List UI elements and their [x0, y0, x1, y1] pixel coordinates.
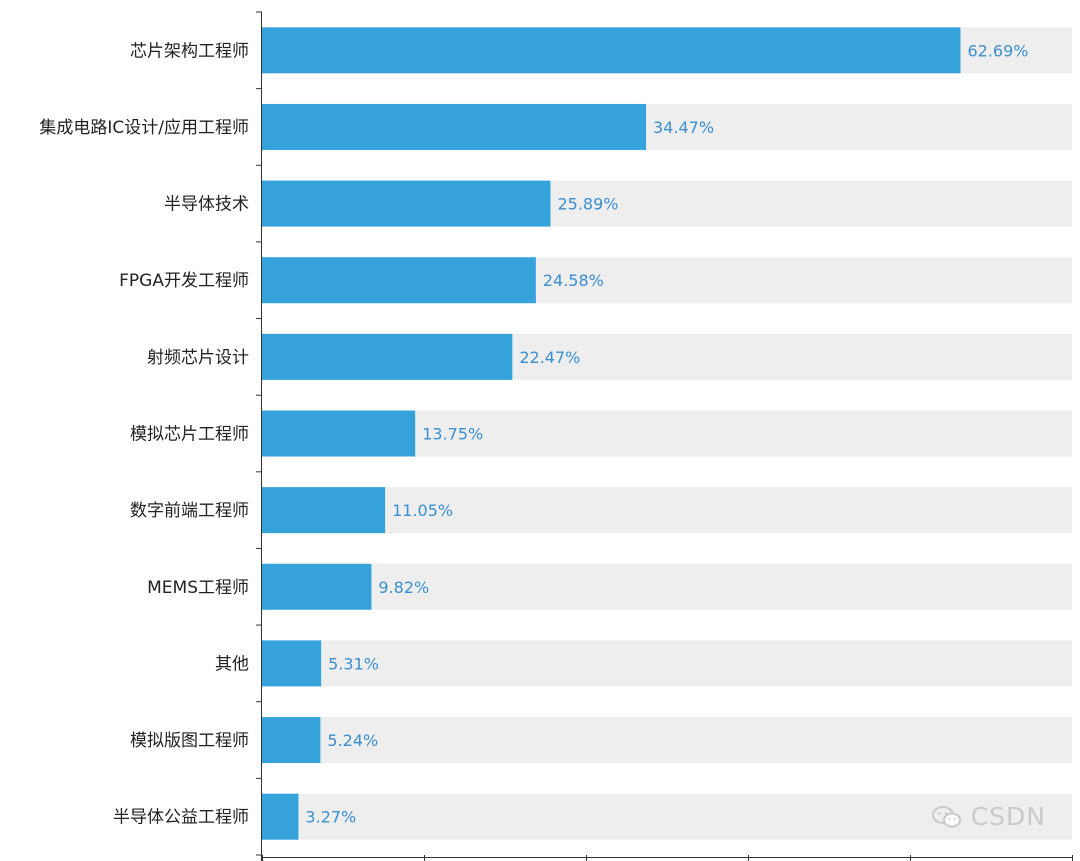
- bar: [262, 103, 647, 150]
- watermark-text: CSDN: [970, 802, 1046, 831]
- bar: [262, 27, 961, 74]
- bar: [262, 793, 299, 840]
- bar: [262, 487, 386, 534]
- data-label: 24.58%: [543, 271, 604, 290]
- category-label: FPGA开发工程师: [119, 271, 249, 291]
- bar: [262, 410, 416, 457]
- data-label: 34.47%: [653, 118, 714, 137]
- data-label: 22.47%: [519, 348, 580, 367]
- data-label: 3.27%: [305, 808, 356, 827]
- data-label: 5.24%: [327, 731, 378, 750]
- category-label: MEMS工程师: [147, 578, 249, 598]
- category-label: 半导体公益工程师: [113, 808, 249, 828]
- wechat-icon: [931, 805, 961, 827]
- category-label: 芯片架构工程师: [130, 41, 249, 61]
- bar: [262, 717, 321, 764]
- category-label: 模拟版图工程师: [130, 731, 249, 751]
- bar: [262, 563, 372, 610]
- category-label: 其他: [215, 654, 249, 674]
- watermark: CSDN: [931, 802, 1046, 831]
- bar-track: [262, 717, 1072, 764]
- data-label: 11.05%: [392, 501, 453, 520]
- data-label: 62.69%: [967, 41, 1028, 60]
- bar-track: [262, 563, 1072, 610]
- bar-track: [262, 793, 1072, 840]
- data-label: 13.75%: [422, 425, 483, 444]
- bar-track: [262, 487, 1072, 534]
- category-label: 模拟芯片工程师: [130, 425, 249, 445]
- data-label: 5.31%: [328, 654, 379, 673]
- bar: [262, 257, 536, 304]
- bar: [262, 180, 551, 227]
- category-label: 数字前端工程师: [130, 501, 249, 521]
- data-label: 25.89%: [557, 195, 618, 214]
- data-label: 9.82%: [378, 578, 429, 597]
- category-label: 射频芯片设计: [147, 348, 249, 368]
- category-label: 半导体技术: [164, 195, 249, 215]
- bar: [262, 640, 322, 687]
- category-label: 集成电路IC设计/应用工程师: [39, 118, 249, 138]
- bar-track: [262, 640, 1072, 687]
- bar: [262, 333, 513, 380]
